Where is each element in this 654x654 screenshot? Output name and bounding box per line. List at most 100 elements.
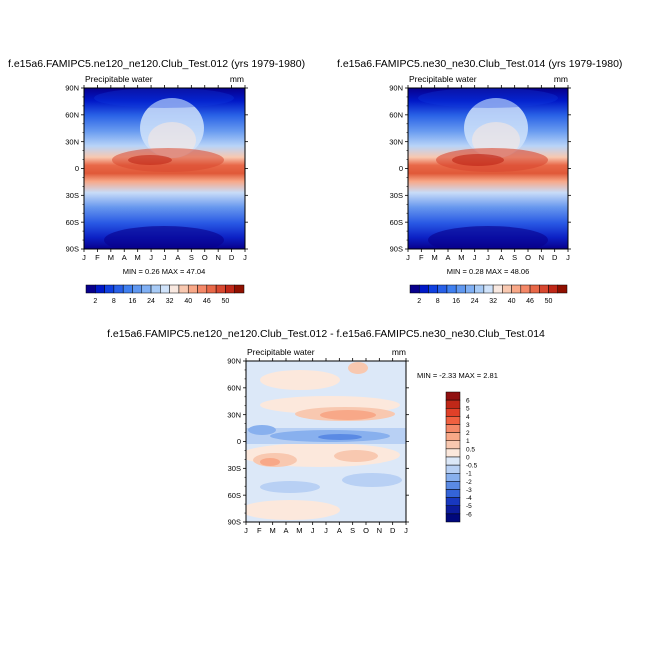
- panel-2: f.e15a6.FAMIPC5.ne30_ne30.Club_Test.014 …: [337, 58, 622, 305]
- legend-swatch: [197, 284, 208, 294]
- y-tick-label: 30S: [66, 191, 79, 200]
- legend-swatch: [539, 284, 549, 294]
- panel-1-stats: MIN = 0.26 MAX = 47.04: [123, 267, 206, 276]
- y-tick-label: 60N: [227, 383, 241, 392]
- legend-label: 46: [526, 298, 534, 305]
- legend-swatch: [455, 284, 466, 294]
- x-tick-label: N: [377, 526, 382, 535]
- legend-label: 40: [184, 298, 192, 305]
- legend-swatch: [445, 424, 461, 433]
- legend-swatch: [520, 284, 531, 294]
- legend-swatch: [445, 448, 461, 458]
- legend-swatch: [445, 408, 461, 417]
- legend-label: 16: [452, 298, 460, 305]
- panel-3-stats: MIN = -2.33 MAX = 2.81: [417, 371, 498, 380]
- y-tick-label: 90N: [389, 84, 403, 93]
- x-tick-label: J: [324, 526, 328, 535]
- legend-swatch: [428, 284, 438, 294]
- legend-label: 3: [466, 422, 470, 429]
- legend-swatch: [187, 284, 198, 294]
- legend-label: 4: [466, 414, 470, 421]
- legend-swatch: [502, 284, 512, 294]
- legend-label: 40: [508, 298, 516, 305]
- legend-label: 24: [147, 298, 155, 305]
- panel-2-field: [408, 88, 568, 249]
- panel-1-field: [84, 88, 245, 249]
- y-tick-label: 30N: [65, 137, 79, 146]
- legend-swatch: [122, 284, 133, 294]
- x-tick-label: S: [512, 253, 517, 262]
- legend-label: -4: [466, 495, 472, 502]
- legend-swatch: [492, 284, 503, 294]
- legend-swatch: [445, 440, 461, 450]
- x-tick-label: M: [108, 253, 114, 262]
- x-tick-label: A: [445, 253, 450, 262]
- y-tick-label: 60S: [228, 491, 241, 500]
- legend-swatch: [465, 284, 475, 294]
- legend-label: -3: [466, 487, 472, 494]
- legend-swatch: [150, 284, 161, 294]
- legend-label: 2: [93, 298, 97, 305]
- y-tick-label: 30S: [228, 464, 241, 473]
- legend-swatch: [409, 284, 420, 294]
- panel-3-title: f.e15a6.FAMIPC5.ne120_ne120.Club_Test.01…: [107, 328, 545, 340]
- legend-label: -6: [466, 511, 472, 518]
- panel-1-legend: 2 8 16 24 32 40 46 50: [85, 284, 245, 305]
- x-tick-label: J: [404, 526, 408, 535]
- legend-swatch: [160, 284, 170, 294]
- x-tick-label: M: [270, 526, 276, 535]
- legend-swatch: [445, 481, 461, 490]
- legend-label: -2: [466, 479, 472, 486]
- x-tick-label: M: [458, 253, 464, 262]
- legend-swatch: [234, 284, 245, 294]
- legend-label: 2: [417, 298, 421, 305]
- x-tick-label: J: [149, 253, 153, 262]
- y-tick-label: 90S: [390, 245, 403, 254]
- legend-label: 0: [466, 454, 470, 461]
- x-tick-label: S: [189, 253, 194, 262]
- legend-swatch: [446, 284, 457, 294]
- y-tick-label: 60S: [390, 218, 403, 227]
- x-tick-label: J: [486, 253, 490, 262]
- legend-swatch: [113, 284, 124, 294]
- panel-2-stats: MIN = 0.28 MAX = 48.06: [447, 267, 530, 276]
- panel-3-variable: Precipitable water: [247, 347, 315, 357]
- legend-label: 0.5: [466, 446, 475, 453]
- legend-swatch: [141, 284, 152, 294]
- legend-swatch: [206, 284, 217, 294]
- x-tick-label: A: [122, 253, 127, 262]
- legend-label: 32: [166, 298, 174, 305]
- legend-swatch: [548, 284, 559, 294]
- legend-swatch: [445, 489, 461, 498]
- x-tick-label: J: [566, 253, 570, 262]
- legend-label: -0.5: [466, 463, 478, 470]
- legend-swatch: [474, 284, 485, 294]
- legend-label: 5: [466, 406, 470, 413]
- legend-swatch: [445, 399, 461, 409]
- x-tick-label: D: [552, 253, 558, 262]
- x-tick-label: M: [135, 253, 141, 262]
- panel-3-units: mm: [392, 347, 406, 357]
- x-tick-label: J: [82, 253, 86, 262]
- legend-label: 50: [545, 298, 553, 305]
- legend-swatch: [445, 432, 461, 441]
- legend-swatch: [445, 464, 461, 474]
- legend-swatch: [529, 284, 540, 294]
- legend-label: 1: [466, 438, 470, 445]
- panel-2-y-ticks: 90N 60N 30N 0 30S 60S 90S: [389, 84, 571, 254]
- legend-swatch: [437, 284, 448, 294]
- x-tick-label: A: [175, 253, 180, 262]
- legend-swatch: [483, 284, 494, 294]
- legend-swatch: [445, 456, 461, 466]
- y-tick-label: 90N: [227, 357, 241, 366]
- y-tick-label: 0: [399, 164, 403, 173]
- legend-swatch: [418, 284, 429, 294]
- y-tick-label: 90N: [65, 84, 79, 93]
- legend-label: 46: [203, 298, 211, 305]
- x-tick-label: M: [432, 253, 438, 262]
- legend-swatch: [104, 284, 115, 294]
- legend-label: -1: [466, 471, 472, 478]
- x-tick-label: A: [499, 253, 504, 262]
- x-tick-label: O: [525, 253, 531, 262]
